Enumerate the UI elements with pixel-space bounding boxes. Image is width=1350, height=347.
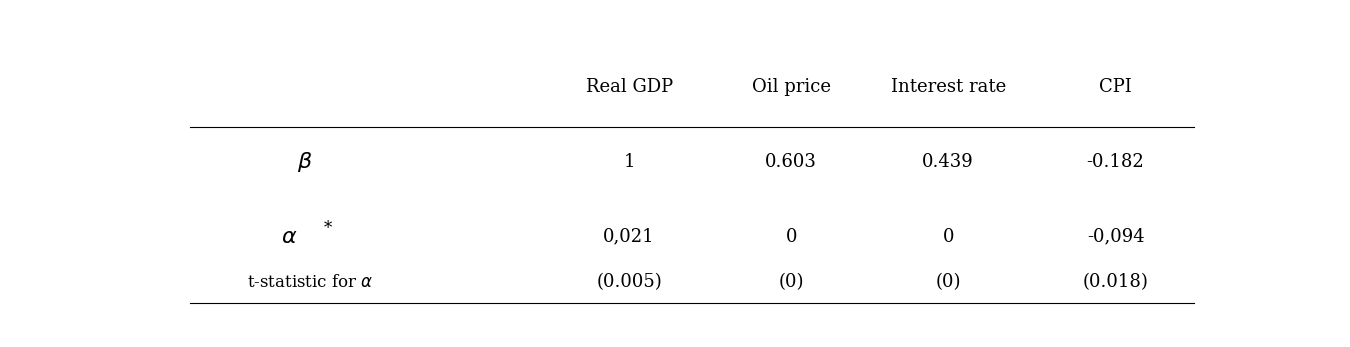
Text: $\alpha$: $\alpha$ xyxy=(281,227,297,247)
Text: CPI: CPI xyxy=(1099,78,1133,96)
Text: (0.018): (0.018) xyxy=(1083,273,1149,291)
Text: $\beta$: $\beta$ xyxy=(297,150,313,174)
Text: Interest rate: Interest rate xyxy=(891,78,1006,96)
Text: (0): (0) xyxy=(936,273,961,291)
Text: 1: 1 xyxy=(624,153,634,171)
Text: 0: 0 xyxy=(942,228,954,246)
Text: -0.182: -0.182 xyxy=(1087,153,1145,171)
Text: 0.439: 0.439 xyxy=(922,153,975,171)
Text: *: * xyxy=(324,220,332,237)
Text: Oil price: Oil price xyxy=(752,78,830,96)
Text: -0,094: -0,094 xyxy=(1087,228,1145,246)
Text: t-statistic for $\alpha$: t-statistic for $\alpha$ xyxy=(247,274,374,290)
Text: Real GDP: Real GDP xyxy=(586,78,672,96)
Text: 0,021: 0,021 xyxy=(603,228,655,246)
Text: 0: 0 xyxy=(786,228,796,246)
Text: 0.603: 0.603 xyxy=(765,153,817,171)
Text: (0): (0) xyxy=(779,273,805,291)
Text: (0.005): (0.005) xyxy=(597,273,662,291)
